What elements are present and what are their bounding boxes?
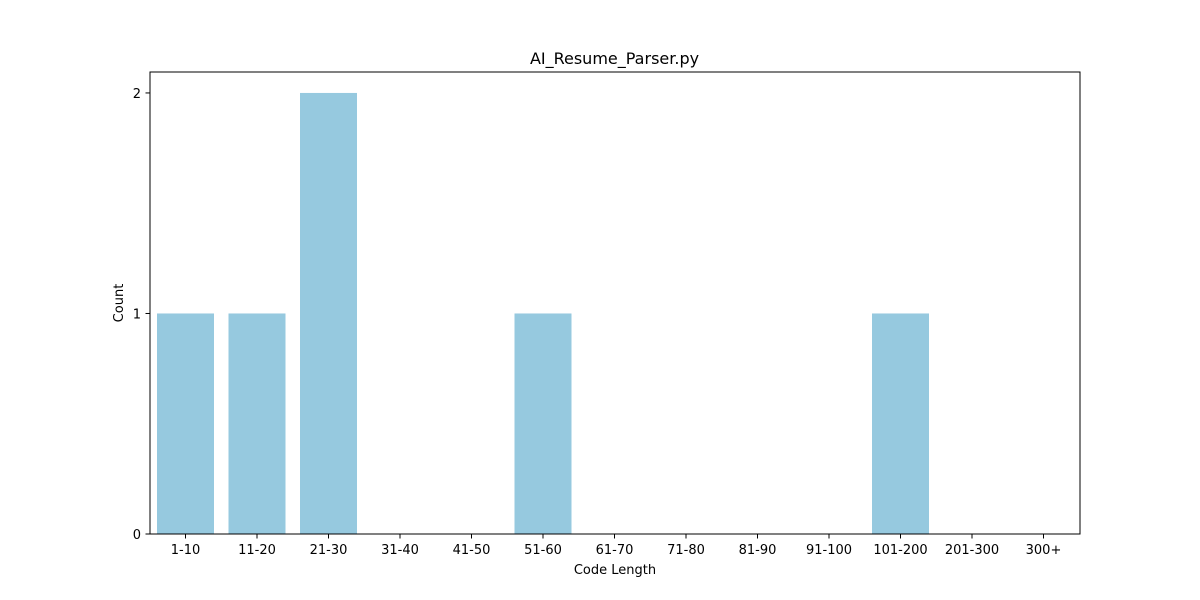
y-tick-label-2: 2 xyxy=(133,87,141,102)
bar-11-20 xyxy=(228,313,286,534)
plot-area xyxy=(157,92,929,534)
bar-21-30 xyxy=(300,92,357,534)
chart-title: AI_Resume_Parser.py xyxy=(530,49,699,69)
y-tick-label-0: 0 xyxy=(133,528,141,543)
y-axis-label: Count xyxy=(112,284,127,323)
x-tick-label-51-60: 51-60 xyxy=(524,543,562,558)
x-tick-label-31-40: 31-40 xyxy=(381,543,419,558)
x-tick-label-300+: 300+ xyxy=(1026,543,1062,558)
x-tick-label-101-200: 101-200 xyxy=(873,543,927,558)
x-tick-label-41-50: 41-50 xyxy=(453,543,491,558)
y-tick-label-1: 1 xyxy=(133,307,141,322)
x-tick-label-201-300: 201-300 xyxy=(945,543,999,558)
x-tick-label-1-10: 1-10 xyxy=(171,543,201,558)
x-tick-label-11-20: 11-20 xyxy=(238,543,276,558)
x-tick-label-21-30: 21-30 xyxy=(310,543,348,558)
x-tick-label-81-90: 81-90 xyxy=(739,543,777,558)
x-tick-label-71-80: 71-80 xyxy=(667,543,705,558)
x-axis-label: Code Length xyxy=(574,563,656,578)
x-tick-label-91-100: 91-100 xyxy=(806,543,852,558)
plot-frame xyxy=(149,71,1081,535)
bar-1-10 xyxy=(157,313,214,534)
bar-101-200 xyxy=(872,313,929,534)
x-tick-label-61-70: 61-70 xyxy=(596,543,634,558)
bar-51-60 xyxy=(514,313,572,534)
